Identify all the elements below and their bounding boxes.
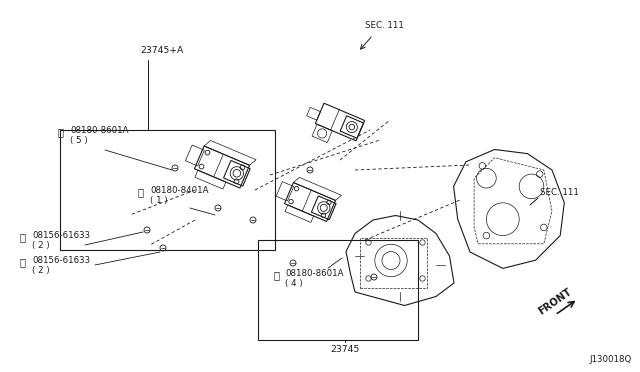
Text: ( 2 ): ( 2 )	[32, 241, 50, 250]
Text: ( 1 ): ( 1 )	[150, 196, 168, 205]
Text: 23745+A: 23745+A	[140, 46, 184, 55]
Text: 08156-61633: 08156-61633	[32, 231, 90, 240]
Text: ( 2 ): ( 2 )	[32, 266, 50, 275]
Text: 08156-61633: 08156-61633	[32, 256, 90, 265]
Text: 08180-8601A: 08180-8601A	[285, 269, 344, 278]
Text: Ⓑ: Ⓑ	[138, 187, 144, 197]
Text: Ⓑ: Ⓑ	[273, 270, 279, 280]
Text: SEC. 111: SEC. 111	[540, 188, 579, 197]
Text: Ⓑ: Ⓑ	[58, 127, 64, 137]
Text: ( 4 ): ( 4 )	[285, 279, 303, 288]
Text: J130018Q: J130018Q	[589, 355, 632, 364]
Text: 08180-8601A: 08180-8601A	[70, 126, 129, 135]
Text: SEC. 111: SEC. 111	[365, 21, 404, 30]
Text: Ⓑ: Ⓑ	[20, 257, 26, 267]
Text: ( 5 ): ( 5 )	[70, 136, 88, 145]
Text: 23745: 23745	[330, 345, 360, 354]
Text: Ⓑ: Ⓑ	[20, 232, 26, 242]
Text: FRONT: FRONT	[537, 287, 574, 317]
Text: 08180-8401A: 08180-8401A	[150, 186, 209, 195]
